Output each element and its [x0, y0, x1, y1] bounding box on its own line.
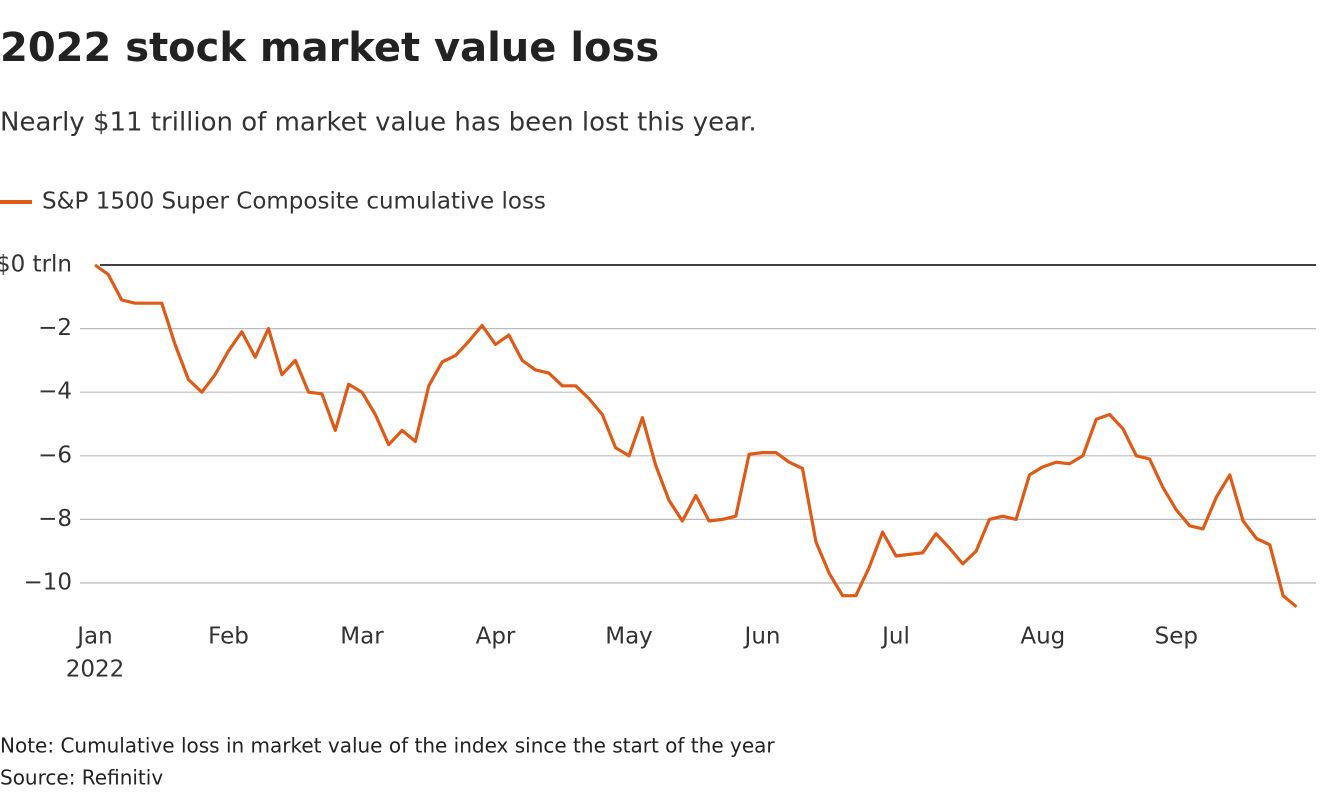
y-tick-label: −8 — [38, 506, 72, 532]
chart-title: 2022 stock market value loss — [0, 25, 659, 71]
x-tick-label: Jan — [75, 624, 112, 650]
x-tick-label: Jun — [743, 624, 781, 650]
y-tick-label: −2 — [38, 315, 72, 341]
x-tick-label: Mar — [340, 624, 384, 650]
x-tick-label: May — [605, 624, 653, 650]
source: Source: Refinitiv — [0, 766, 163, 790]
x-tick-label: Jul — [880, 624, 910, 650]
chart-subtitle: Nearly $11 trillion of market value has … — [0, 108, 757, 138]
y-tick-label: −10 — [23, 570, 72, 596]
y-tick-label: $0 trln — [0, 252, 72, 278]
note: Note: Cumulative loss in market value of… — [0, 734, 775, 758]
x-year-label: 2022 — [66, 657, 125, 683]
legend-label: S&P 1500 Super Composite cumulative loss — [42, 189, 546, 215]
data-line — [94, 263, 1298, 609]
y-tick-label: −6 — [38, 442, 72, 468]
x-tick-label: Sep — [1155, 624, 1198, 650]
x-tick-label: Apr — [476, 624, 516, 650]
x-tick-label: Aug — [1020, 624, 1065, 650]
y-tick-label: −4 — [38, 379, 72, 405]
x-tick-label: Feb — [208, 624, 249, 650]
